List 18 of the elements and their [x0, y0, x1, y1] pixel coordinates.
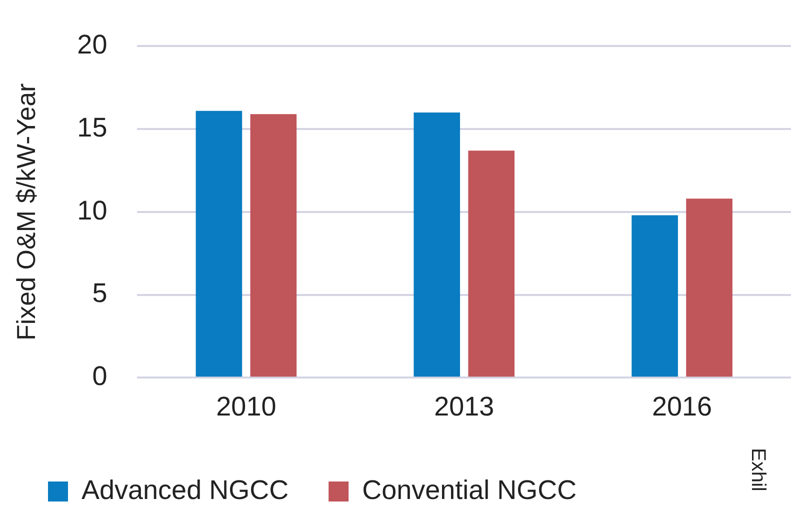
bar — [250, 114, 297, 377]
y-tick-label: 10 — [77, 195, 108, 226]
y-tick-label: 20 — [77, 30, 108, 60]
x-tick-label: 2016 — [652, 391, 712, 422]
y-tick-label: 15 — [77, 112, 108, 143]
bar — [468, 150, 515, 377]
bar — [686, 198, 732, 377]
x-tick-label: 2013 — [434, 391, 494, 422]
y-tick-label: 0 — [92, 361, 108, 392]
y-axis-title: Fixed O&M $/kW-Year — [10, 82, 41, 340]
bar — [196, 110, 242, 377]
legend-label: Convential NGCC — [362, 474, 577, 505]
y-tick-label: 5 — [92, 278, 108, 308]
bar — [632, 215, 678, 377]
legend-label: Advanced NGCC — [82, 474, 289, 505]
x-tick-label: 2010 — [216, 391, 276, 422]
text: Exhil — [746, 448, 769, 492]
bar — [414, 112, 460, 377]
